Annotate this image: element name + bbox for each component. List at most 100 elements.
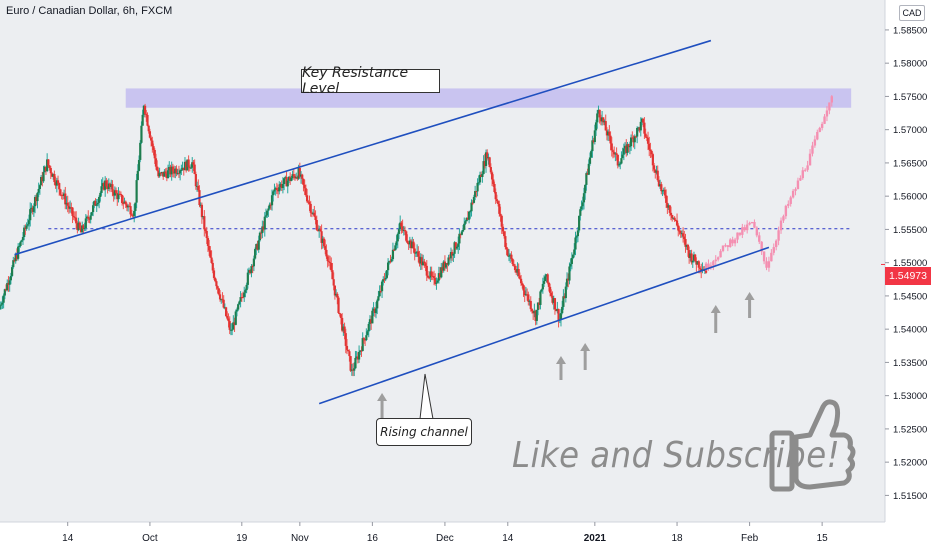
- candle-body: [565, 278, 569, 287]
- candle-body: [499, 213, 502, 216]
- candle-body: [257, 240, 260, 250]
- candle-body: [204, 229, 207, 232]
- candle-body: [56, 180, 60, 184]
- candle-body: [33, 196, 37, 207]
- candle-body: [87, 216, 90, 219]
- candle-body: [610, 143, 613, 151]
- candle-body: [54, 182, 57, 186]
- candle-body: [432, 276, 436, 278]
- candle-body: [368, 319, 372, 324]
- candle-body: [539, 291, 542, 305]
- candle-body: [220, 299, 223, 301]
- candle-body: [360, 350, 363, 352]
- candle-body: [290, 178, 293, 181]
- candle-body: [344, 333, 347, 346]
- candle-body: [141, 114, 144, 126]
- candle-body: [477, 182, 480, 184]
- candle-body: [448, 257, 451, 259]
- candle-body: [478, 174, 482, 183]
- candle-body: [261, 226, 264, 234]
- candle-body: [237, 304, 240, 310]
- projection-candle: [750, 221, 754, 223]
- candle-body: [505, 247, 508, 250]
- candle-body: [517, 269, 520, 277]
- resistance-zone[interactable]: [125, 88, 852, 108]
- currency-badge[interactable]: CAD: [899, 5, 925, 21]
- symbol-label[interactable]: Euro / Canadian Dollar, 6h, FXCM: [6, 5, 173, 17]
- time-axis[interactable]: [0, 522, 885, 550]
- candle-body: [472, 196, 476, 203]
- candle-body: [391, 249, 395, 260]
- candle-body: [495, 199, 499, 202]
- candle-body: [522, 285, 525, 291]
- candle-body: [77, 222, 80, 231]
- candle-body: [241, 297, 245, 299]
- candle-body: [455, 246, 459, 249]
- x-tick-label: 16: [367, 533, 379, 544]
- candle-body: [654, 169, 657, 173]
- candle-body: [121, 194, 124, 204]
- candle-body: [159, 172, 162, 174]
- candle-body: [136, 170, 139, 181]
- candle-body: [380, 281, 384, 292]
- candle-body: [186, 159, 189, 171]
- candle-body: [328, 262, 332, 264]
- candle-body: [469, 211, 472, 213]
- channel-upper-line[interactable]: [14, 39, 712, 256]
- channel-lower-line[interactable]: [318, 246, 770, 405]
- candle-body: [127, 205, 130, 208]
- candle-body: [78, 222, 81, 229]
- candle-body: [684, 239, 687, 247]
- projection-candle: [787, 203, 790, 206]
- candle-body: [99, 192, 102, 197]
- candle-body: [553, 298, 557, 310]
- candle-body: [232, 322, 235, 330]
- candle-body: [229, 329, 233, 331]
- candle-body: [100, 186, 103, 193]
- candle-body: [202, 216, 205, 218]
- candle-body: [378, 291, 381, 297]
- candle-body: [75, 217, 78, 224]
- candle-body: [645, 136, 648, 139]
- candle-body: [690, 253, 693, 263]
- candle-body: [563, 296, 566, 299]
- candle-body: [622, 148, 625, 155]
- candle-body: [12, 260, 15, 268]
- candle-body: [147, 125, 150, 132]
- candle-body: [638, 127, 641, 131]
- candle-body: [489, 167, 492, 173]
- candle-body: [420, 257, 424, 266]
- candle-body: [81, 225, 84, 233]
- candle-body: [40, 176, 43, 186]
- candle-body: [506, 249, 509, 256]
- candle-body: [251, 266, 254, 268]
- candle-body: [182, 167, 185, 171]
- candle-body: [96, 202, 100, 205]
- projection-candle: [789, 197, 792, 204]
- candle-body: [594, 122, 598, 131]
- candle-body: [454, 242, 457, 249]
- channel-callout-pointer: [419, 373, 434, 420]
- candle-body: [379, 291, 382, 293]
- candle-body: [417, 251, 420, 257]
- projection-candle: [813, 139, 817, 146]
- candle-body: [376, 300, 379, 309]
- candle-body: [14, 255, 17, 262]
- candle-body: [442, 261, 445, 271]
- candle-body: [673, 217, 676, 221]
- candle-body: [214, 278, 217, 282]
- candle-body: [314, 216, 317, 221]
- candle-body: [134, 202, 137, 211]
- candle-body: [364, 339, 367, 341]
- projection-candle: [796, 180, 800, 190]
- candle-body: [302, 178, 305, 185]
- candle-body: [181, 167, 184, 170]
- candle-body: [98, 196, 101, 203]
- candle-body: [249, 270, 252, 273]
- candle-body: [125, 204, 129, 208]
- candle-body: [484, 152, 488, 167]
- candle-body: [221, 299, 224, 301]
- candle-body: [628, 146, 631, 148]
- candle-body: [579, 209, 582, 216]
